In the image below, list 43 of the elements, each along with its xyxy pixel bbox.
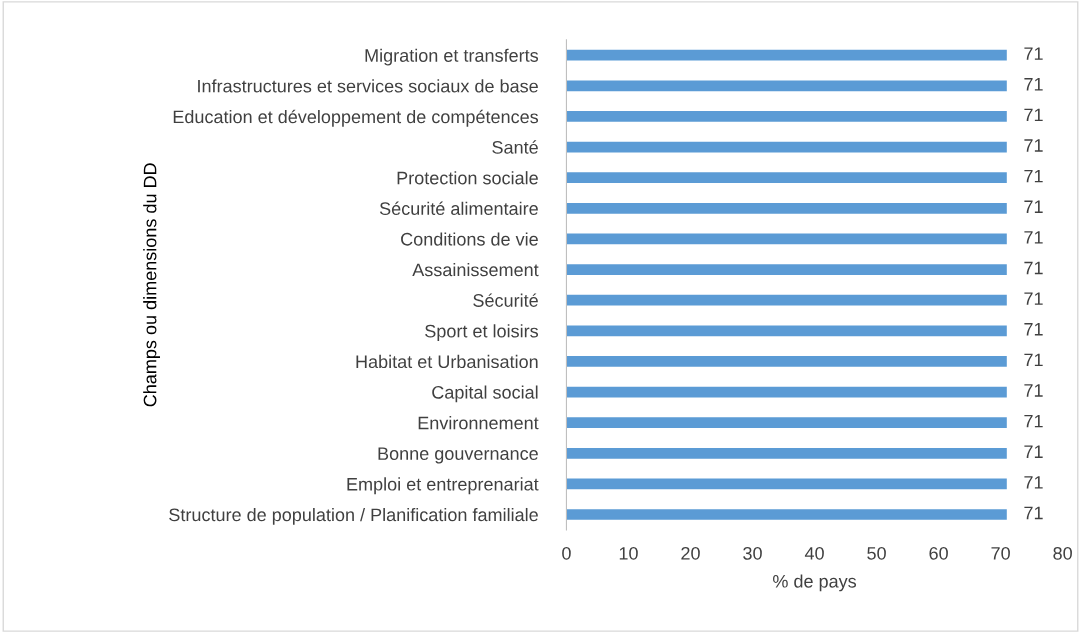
data-label: 71 [1024,47,1043,60]
y-axis-title: Champs ou dimensions du DD [143,163,160,407]
data-label: 71 [1024,445,1043,458]
x-tick-label: 30 [743,546,762,560]
data-label: 71 [1024,476,1043,489]
x-tick-label: 0 [562,546,571,560]
data-label: 71 [1024,261,1043,275]
data-label: 71 [1024,506,1043,520]
data-label: 71 [1024,78,1043,91]
y-tick-label: Assainissement [412,263,539,277]
x-tick-label: 10 [619,546,638,560]
data-label: 71 [1024,108,1043,122]
y-tick-label: Capital social [432,385,538,403]
data-label: 71 [1024,139,1043,152]
y-tick-label: Sport et loisirs [425,324,539,342]
y-tick-label: Conditions de vie [401,232,538,246]
y-tick-label: Structure de population / Planification familiale [169,507,538,525]
data-label: 71 [1024,384,1043,397]
y-tick-label: Migration et transferts [365,48,539,66]
y-tick-label: Habitat et Urbanisation [356,354,538,369]
y-tick-label: Bonne gouvernance [378,447,538,464]
x-tick-label: 20 [681,546,700,560]
data-label: 71 [1024,169,1043,183]
data-label: 71 [1024,231,1043,244]
data-label: 71 [1024,414,1043,428]
x-tick-label: 60 [929,546,948,560]
data-label: 71 [1024,292,1043,305]
data-label: 71 [1024,323,1043,336]
y-tick-label: Education et développement de compétences [173,109,539,127]
y-tick-label: Emploi et entreprenariat [347,477,539,495]
y-tick-label: Environnement [418,416,539,430]
x-tick-label: 80 [1053,546,1072,560]
y-tick-label: Sécurité alimentaire [379,201,538,216]
data-label: 71 [1024,200,1043,213]
x-tick-label: 50 [867,546,886,560]
y-tick-label: Protection sociale [397,171,538,185]
y-tick-label: Sécurité [473,293,538,307]
data-label: 71 [1024,353,1043,367]
y-tick-label: Santé [492,140,538,154]
y-tick-label: Infrastructures et services sociaux de base [198,79,538,93]
x-tick-label: 70 [991,546,1010,560]
x-axis-title: % de pays [773,574,857,592]
x-tick-label: 40 [804,546,824,560]
